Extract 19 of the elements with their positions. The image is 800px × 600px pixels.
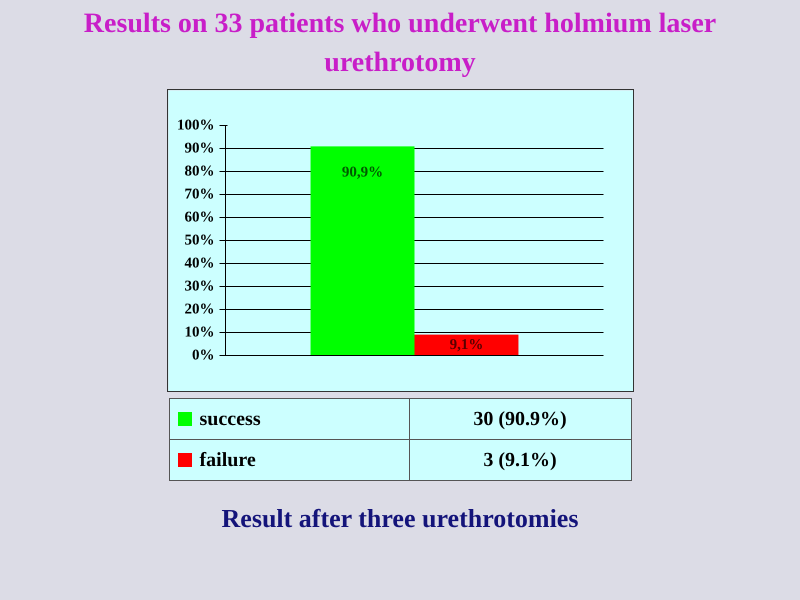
y-tick-label: 30% <box>184 278 214 294</box>
y-tick-label: 80% <box>184 164 214 180</box>
chart-title: Results on 33 patients who underwent holmium laser urethrotomy <box>82 7 718 80</box>
text: 30 (90.9%) <box>409 398 631 440</box>
y-tick-label: 40% <box>184 256 214 272</box>
text: Result after three urethrotomies <box>222 503 578 535</box>
y-tick-label: 100% <box>176 118 214 134</box>
y-tick-label: 10% <box>184 324 214 340</box>
y-tick-label: 0% <box>192 348 214 364</box>
text: 3 (9.1%) <box>409 440 631 480</box>
y-tick-label: 20% <box>184 302 214 318</box>
y-tick-label: 60% <box>184 210 214 226</box>
legend-label: success <box>169 398 409 440</box>
y-tick-label: 90% <box>184 140 214 156</box>
data-label: 90,9% <box>341 164 383 180</box>
y-tick-label: 70% <box>184 186 214 202</box>
y-tick-label: 50% <box>184 232 214 248</box>
data-label: 9,1% <box>449 337 483 354</box>
legend-label: failure <box>169 440 409 480</box>
